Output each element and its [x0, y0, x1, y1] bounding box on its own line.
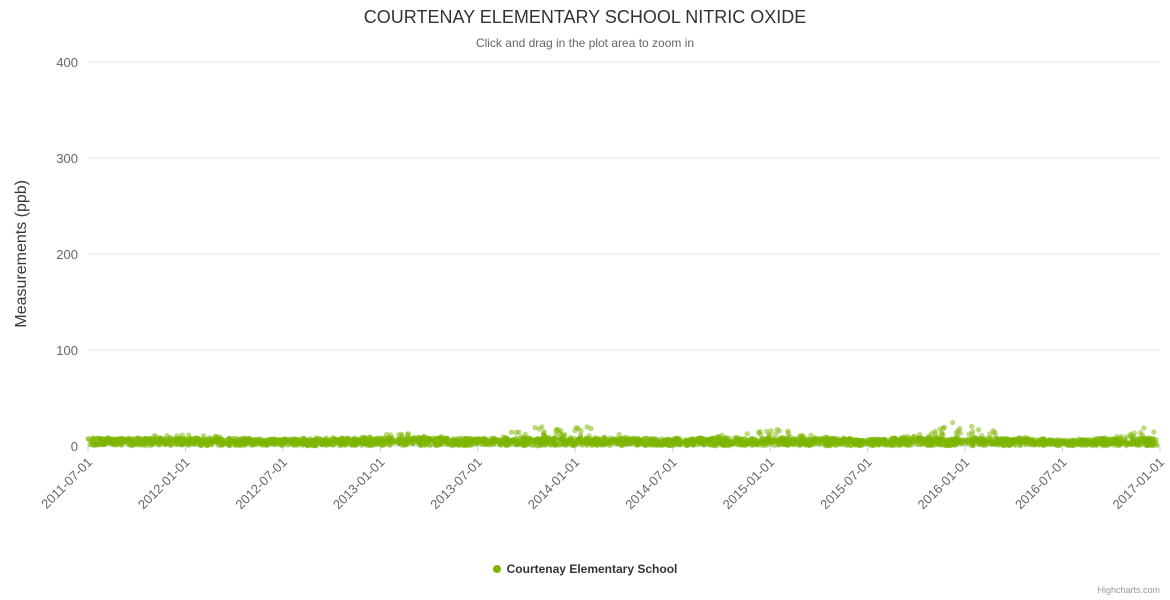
svg-text:200: 200 — [56, 247, 78, 262]
chart-title: COURTENAY ELEMENTARY SCHOOL NITRIC OXIDE — [363, 7, 807, 27]
svg-text:100: 100 — [56, 343, 78, 358]
legend: Courtenay Elementary School — [0, 562, 1170, 576]
svg-text:2013-01-01: 2013-01-01 — [330, 455, 388, 513]
svg-text:400: 400 — [56, 55, 78, 70]
legend-series-marker-icon — [492, 565, 501, 573]
svg-text:2015-01-01: 2015-01-01 — [720, 455, 778, 513]
legend-item[interactable]: Courtenay Elementary School — [492, 562, 678, 576]
svg-text:0: 0 — [71, 439, 78, 454]
svg-text:2011-07-01: 2011-07-01 — [38, 455, 95, 512]
svg-text:2016-07-01: 2016-07-01 — [1012, 455, 1070, 513]
highcharts-credits-link[interactable]: Highcharts.com — [1097, 585, 1160, 595]
svg-text:2017-01-01: 2017-01-01 — [1109, 455, 1167, 513]
svg-text:2012-07-01: 2012-07-01 — [232, 455, 290, 513]
legend-series-label: Courtenay Elementary School — [506, 562, 678, 576]
svg-text:2012-01-01: 2012-01-01 — [135, 455, 193, 513]
svg-text:2016-01-01: 2016-01-01 — [915, 455, 973, 513]
svg-text:2014-07-01: 2014-07-01 — [622, 455, 680, 513]
svg-text:2015-07-01: 2015-07-01 — [817, 455, 875, 513]
svg-text:2013-07-01: 2013-07-01 — [427, 455, 485, 513]
svg-text:300: 300 — [56, 151, 78, 166]
svg-text:2014-01-01: 2014-01-01 — [525, 455, 583, 513]
chart-subtitle: Click and drag in the plot area to zoom … — [475, 36, 695, 50]
